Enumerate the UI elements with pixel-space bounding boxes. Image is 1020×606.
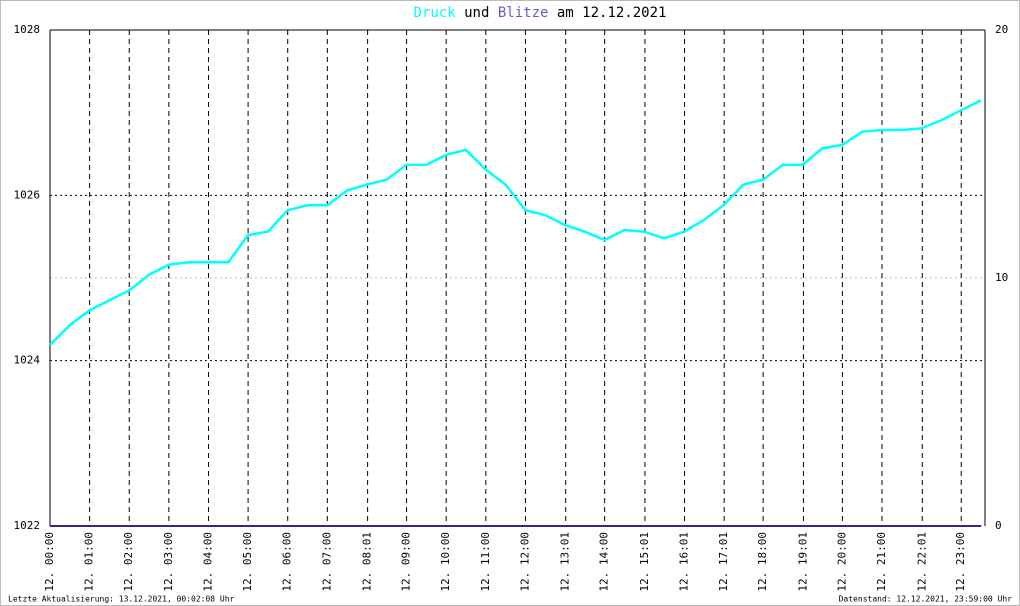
x-tick-label: 12. 04:00 [201,532,214,592]
title-connector: und [464,5,489,21]
x-tick-label: 12. 21:00 [875,532,888,592]
x-tick-label: 12. 15:01 [638,532,651,592]
x-tick-label: 12. 09:00 [400,532,413,592]
x-tick-label: 12. 13:01 [559,532,572,592]
footer-right: Datenstand: 12.12.2021, 23:59:00 Uhr [839,595,1013,604]
x-tick-label: 12. 16:01 [678,532,691,592]
x-tick-label: 12. 01:00 [83,532,96,592]
x-tick-label: 12. 17:01 [717,532,730,592]
title-series-2: Blitze [498,5,549,21]
footer-left: Letzte Aktualisierung: 13.12.2021, 00:02… [8,595,235,604]
x-tick-label: 12. 05:00 [241,532,254,592]
x-tick-label: 12. 07:00 [320,532,333,592]
x-tick-label: 12. 10:00 [439,532,452,592]
series-line [49,99,982,346]
y-tick-label: 1022 [14,519,41,532]
x-tick-label: 12. 20:00 [835,532,848,592]
x-tick-label: 12. 12:00 [518,532,531,592]
x-tick-label: 12. 22:01 [915,532,928,592]
x-tick-label: 12. 23:00 [954,532,967,592]
x-tick-label: 12. 06:00 [281,532,294,592]
x-tick-label: 12. 14:00 [598,532,611,592]
y-tick-label: 1024 [14,354,41,367]
chart-title: Druck und Blitze am 12.12.2021 [414,5,667,21]
y-tick-label: 1028 [14,23,41,36]
x-tick-label: 12. 19:01 [796,532,809,592]
y-tick-label: 1026 [14,188,41,201]
x-tick-label: 12. 00:00 [43,532,56,592]
x-tick-label: 12. 08:01 [361,532,374,592]
y2-tick-label: 0 [995,519,1002,532]
x-tick-label: 12. 11:00 [479,532,492,592]
y2-tick-label: 20 [995,23,1008,36]
x-tick-label: 12. 02:00 [122,532,135,592]
x-tick-label: 12. 18:00 [756,532,769,592]
x-tick-label: 12. 03:00 [162,532,175,592]
title-date: am 12.12.2021 [557,5,667,21]
title-series-1: Druck [414,5,457,21]
y2-tick-label: 10 [995,271,1008,284]
